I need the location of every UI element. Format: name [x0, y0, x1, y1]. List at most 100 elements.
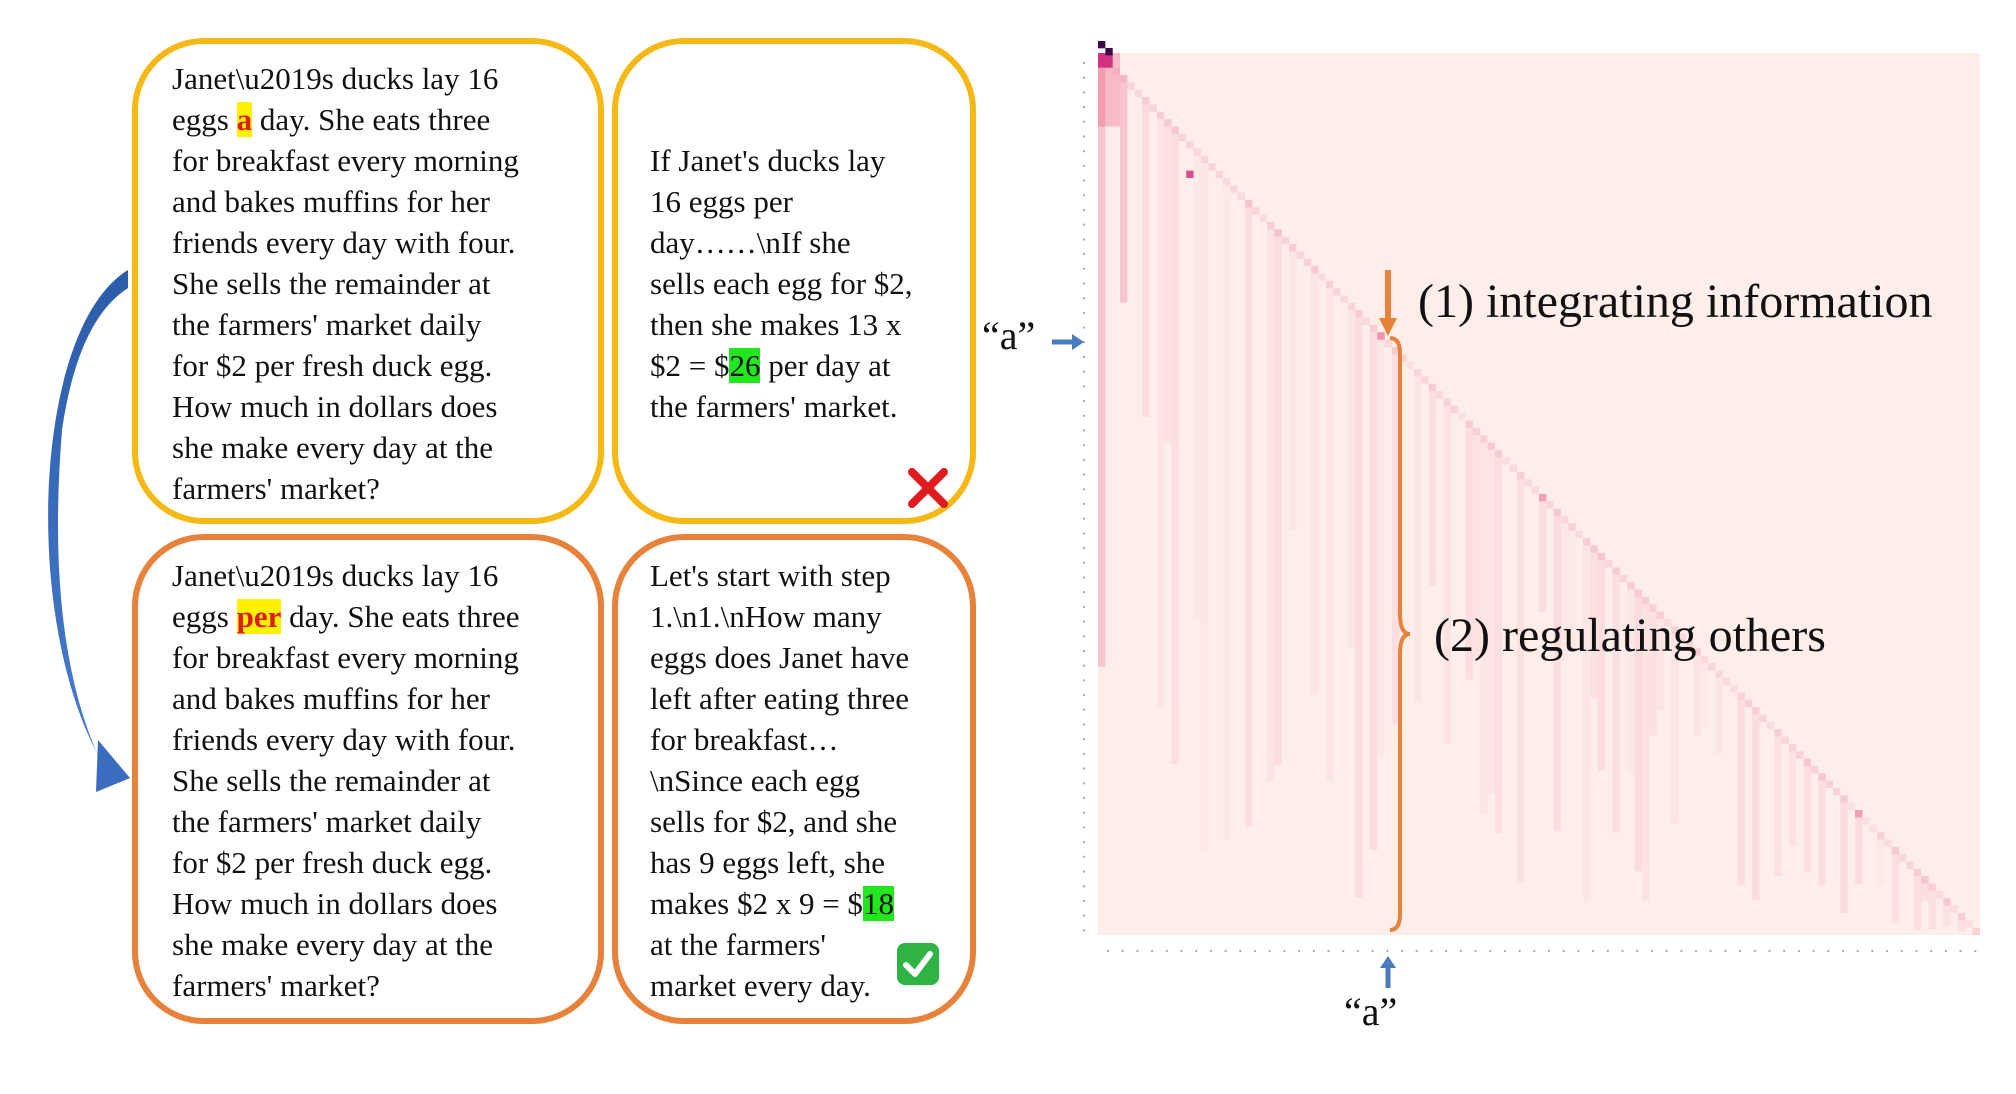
heatmap-column-streak	[1245, 200, 1253, 827]
row-axis-tick	[1082, 488, 1086, 491]
row-axis-tick	[1082, 208, 1086, 212]
heatmap-diagonal-cell	[1472, 427, 1481, 436]
heatmap-diagonal-cell	[1156, 111, 1165, 120]
heatmap-diagonal-cell	[1450, 405, 1459, 414]
heatmap-diagonal-cell	[1862, 817, 1870, 825]
row-axis-tick	[1082, 76, 1086, 79]
heatmap-diagonal-cell	[1480, 435, 1488, 443]
integrating-arrow-icon	[1379, 270, 1397, 336]
heatmap-diagonal-cell	[1693, 648, 1701, 656]
heatmap-diagonal-cell	[1590, 545, 1598, 553]
heatmap-diagonal-cell	[1164, 119, 1172, 127]
col-axis-tick	[1165, 949, 1169, 953]
heatmap-peak-cell	[1098, 41, 1106, 49]
row-axis-tick	[1082, 782, 1086, 785]
col-axis-tick	[1268, 949, 1271, 953]
question-text-before: Janet\u2019s ducks lay 16 eggs	[172, 61, 499, 137]
answer-value-correct: 18	[862, 886, 894, 921]
heatmap-diagonal-cell	[1825, 780, 1833, 788]
heatmap-column-streak	[1891, 846, 1900, 924]
col-axis-tick	[1195, 949, 1198, 953]
row-axis-tick	[1082, 870, 1086, 873]
heatmap-diagonal-cell	[1972, 927, 1980, 935]
heatmap-diagonal-cell	[1186, 141, 1194, 149]
answer-panel-wrong	[612, 38, 976, 524]
heatmap-diagonal-cell	[1267, 222, 1275, 230]
row-axis-tick	[1082, 576, 1086, 579]
heatmap-diagonal-cell	[1465, 420, 1473, 428]
heatmap-peak-cell	[1105, 48, 1113, 56]
heatmap-diagonal-cell	[1708, 663, 1716, 671]
heatmap-diagonal-cell	[1597, 552, 1606, 561]
row-axis-tick	[1082, 297, 1086, 300]
heatmap-diagonal-cell	[1524, 479, 1532, 487]
col-axis-tick	[1930, 949, 1933, 953]
heatmap-column-streak	[1487, 442, 1495, 794]
col-axis-tick	[1665, 949, 1668, 953]
heatmap-diagonal-cell	[1252, 207, 1260, 215]
heatmap-diagonal-cell	[1274, 229, 1282, 237]
annotation-regulating-others: (2) regulating others	[1434, 609, 1826, 662]
row-axis-tick	[1082, 282, 1086, 285]
row-axis-tick	[1082, 929, 1086, 932]
row-axis-tick	[1082, 914, 1086, 917]
heatmap-column-streak	[1120, 75, 1128, 303]
heatmap-column-streak	[1641, 596, 1650, 901]
heatmap-diagonal-cell	[1935, 890, 1944, 899]
heatmap-diagonal-cell	[1950, 905, 1958, 913]
heatmap-column-streak	[1752, 707, 1760, 901]
row-axis-tick	[1082, 885, 1086, 888]
heatmap-diagonal-cell	[1369, 324, 1378, 333]
col-axis-tick	[1974, 949, 1977, 953]
col-axis-tick	[1283, 949, 1286, 953]
heatmap-diagonal-cell	[1627, 582, 1635, 590]
row-axis-tick	[1082, 458, 1086, 462]
heatmap-column-streak	[1472, 427, 1481, 661]
heatmap-diagonal-cell	[1208, 163, 1216, 171]
question-text-after: day. She eats three for breakfast every …	[172, 599, 520, 1003]
red-cross-icon	[908, 468, 948, 508]
row-marker-label: “a”	[982, 313, 1036, 358]
heatmap-column-streak	[1928, 883, 1936, 930]
col-axis-tick	[1239, 949, 1242, 953]
col-axis-tick	[1415, 949, 1418, 953]
heatmap-diagonal-cell	[1781, 736, 1789, 744]
row-axis-tick	[1082, 605, 1086, 609]
answer-text-after: at the farmers' market every day.	[650, 927, 871, 1003]
green-check-icon	[897, 943, 939, 985]
col-marker-arrow-icon	[1380, 956, 1396, 988]
col-axis-tick	[1724, 949, 1727, 953]
heatmap-column-streak	[1803, 758, 1811, 873]
heatmap-diagonal-cell	[1663, 618, 1672, 627]
col-axis-tick	[1356, 949, 1360, 953]
heatmap-diagonal-cell	[1796, 751, 1804, 759]
heatmap-column-streak	[1347, 302, 1356, 648]
heatmap-column-streak	[1311, 266, 1319, 695]
answer-text-correct: Let's start with step 1.\n1.\nHow many e…	[650, 555, 909, 1006]
col-axis-tick	[1459, 949, 1463, 953]
highlighted-token-per: per	[236, 599, 282, 634]
heatmap-diagonal-cell	[1127, 82, 1135, 90]
row-axis-tick	[1082, 693, 1086, 697]
heatmap-diagonal-cell	[1818, 773, 1826, 781]
col-axis-tick	[1915, 949, 1918, 953]
col-axis-tick	[1562, 949, 1565, 953]
heatmap-diagonal-cell	[1847, 802, 1856, 811]
row-axis-tick	[1082, 591, 1086, 594]
heatmap-column-streak	[1634, 589, 1642, 872]
heatmap-diagonal-cell	[1634, 589, 1642, 597]
heatmap-diagonal-cell	[1178, 133, 1187, 142]
heatmap-diagonal-cell	[1575, 530, 1584, 539]
heatmap-diagonal-cell	[1355, 310, 1363, 318]
heatmap-diagonal-cell	[1516, 471, 1525, 480]
question-text-perturbed: Janet\u2019s ducks lay 16 eggs per day. …	[172, 555, 520, 1006]
heatmap-column-streak	[1590, 545, 1598, 698]
row-marker-arrow-icon	[1052, 334, 1084, 350]
heatmap-column-streak	[1671, 626, 1679, 824]
row-axis-tick	[1082, 444, 1086, 447]
heatmap-diagonal-cell	[1487, 442, 1495, 450]
row-axis-tick	[1082, 267, 1086, 270]
col-axis-tick	[1371, 949, 1374, 953]
col-axis-tick	[1694, 949, 1698, 953]
heatmap-column-streak	[1840, 795, 1848, 913]
